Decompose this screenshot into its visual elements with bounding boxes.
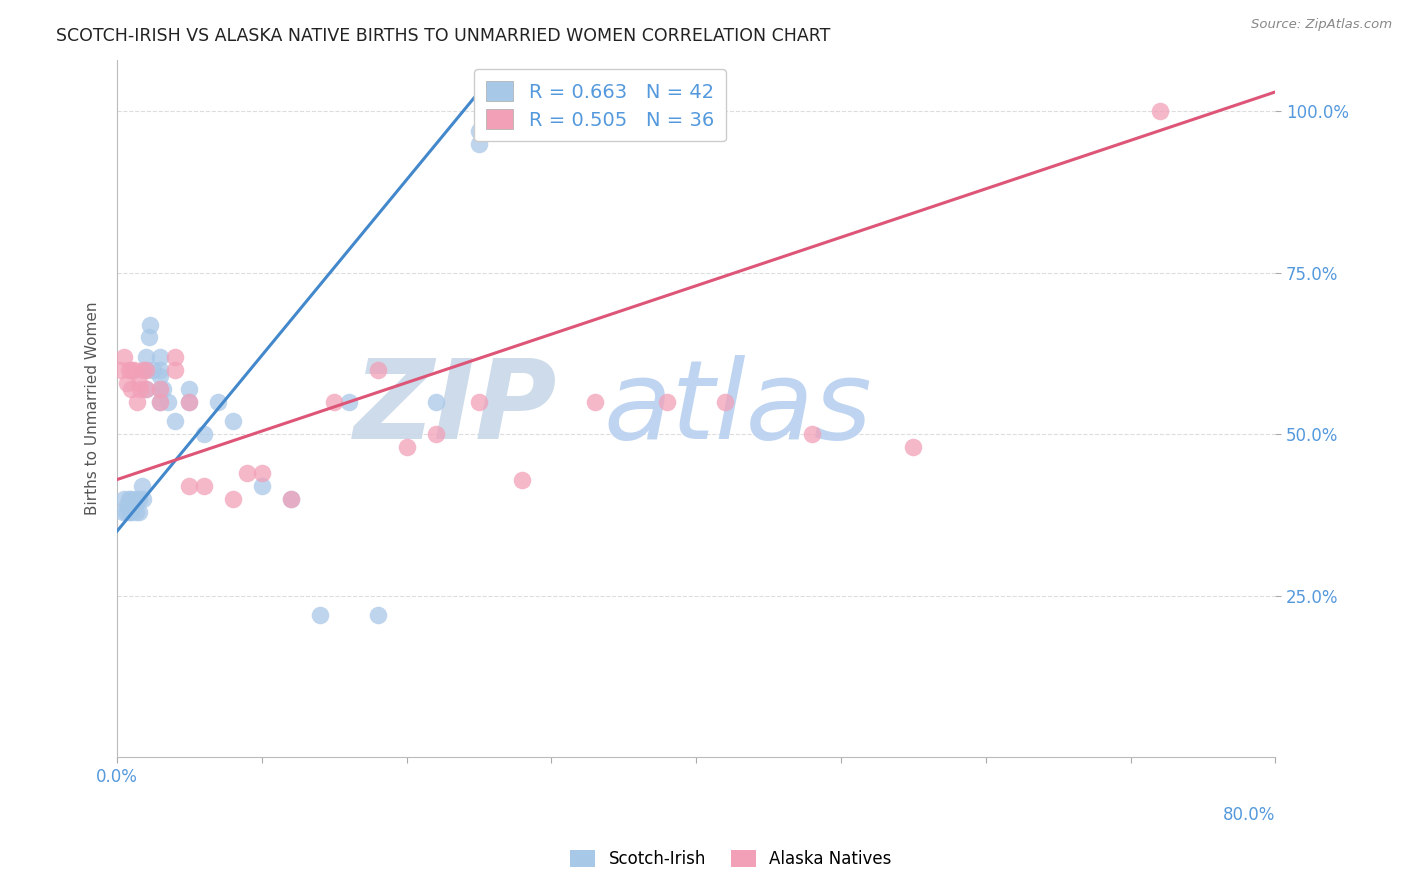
Point	[308, 608, 330, 623]
Point	[193, 479, 215, 493]
Point	[135, 362, 157, 376]
Point	[128, 376, 150, 390]
Point	[125, 491, 148, 506]
Point	[193, 427, 215, 442]
Text: 80.0%: 80.0%	[1223, 806, 1275, 824]
Point	[128, 505, 150, 519]
Point	[114, 505, 136, 519]
Point	[367, 362, 389, 376]
Text: atlas: atlas	[603, 355, 872, 462]
Point	[179, 395, 201, 409]
Point	[149, 369, 172, 384]
Point	[395, 440, 418, 454]
Legend: Scotch-Irish, Alaska Natives: Scotch-Irish, Alaska Natives	[564, 843, 898, 875]
Point	[1149, 104, 1171, 119]
Point	[120, 362, 142, 376]
Point	[115, 499, 138, 513]
Point	[117, 362, 139, 376]
Point	[657, 395, 679, 409]
Point	[207, 395, 229, 409]
Point	[149, 395, 172, 409]
Point	[131, 479, 153, 493]
Point	[118, 505, 141, 519]
Point	[367, 608, 389, 623]
Point	[132, 491, 155, 506]
Point	[142, 362, 165, 376]
Point	[117, 491, 139, 506]
Point	[222, 414, 245, 428]
Point	[250, 479, 273, 493]
Point	[280, 491, 302, 506]
Point	[512, 473, 534, 487]
Point	[801, 427, 824, 442]
Point	[179, 395, 201, 409]
Point	[152, 382, 174, 396]
Point	[337, 395, 360, 409]
Point	[179, 479, 201, 493]
Point	[111, 505, 134, 519]
Point	[149, 362, 172, 376]
Point	[135, 362, 157, 376]
Point	[149, 350, 172, 364]
Point	[110, 362, 132, 376]
Y-axis label: Births to Unmarried Women: Births to Unmarried Women	[86, 301, 100, 516]
Point	[149, 382, 172, 396]
Point	[125, 505, 148, 519]
Point	[583, 395, 606, 409]
Point	[132, 362, 155, 376]
Point	[163, 414, 186, 428]
Point	[129, 382, 152, 396]
Point	[135, 382, 157, 396]
Point	[112, 350, 135, 364]
Point	[139, 318, 162, 332]
Point	[425, 395, 447, 409]
Point	[112, 491, 135, 506]
Text: Source: ZipAtlas.com: Source: ZipAtlas.com	[1251, 18, 1392, 31]
Point	[425, 427, 447, 442]
Point	[714, 395, 737, 409]
Text: SCOTCH-IRISH VS ALASKA NATIVE BIRTHS TO UNMARRIED WOMEN CORRELATION CHART: SCOTCH-IRISH VS ALASKA NATIVE BIRTHS TO …	[56, 27, 831, 45]
Point	[128, 491, 150, 506]
Point	[135, 350, 157, 364]
Point	[903, 440, 925, 454]
Point	[222, 491, 245, 506]
Point	[236, 466, 259, 480]
Point	[468, 395, 491, 409]
Point	[115, 376, 138, 390]
Point	[468, 136, 491, 151]
Point	[138, 330, 160, 344]
Point	[323, 395, 346, 409]
Point	[163, 362, 186, 376]
Point	[135, 382, 157, 396]
Point	[124, 499, 146, 513]
Point	[120, 505, 142, 519]
Point	[149, 395, 172, 409]
Point	[250, 466, 273, 480]
Point	[468, 123, 491, 137]
Point	[149, 382, 172, 396]
Point	[127, 395, 149, 409]
Point	[120, 491, 142, 506]
Point	[120, 382, 142, 396]
Point	[163, 350, 186, 364]
Point	[179, 382, 201, 396]
Legend: R = 0.663   N = 42, R = 0.505   N = 36: R = 0.663 N = 42, R = 0.505 N = 36	[474, 70, 725, 142]
Text: ZIP: ZIP	[354, 355, 557, 462]
Point	[156, 395, 179, 409]
Point	[124, 362, 146, 376]
Point	[280, 491, 302, 506]
